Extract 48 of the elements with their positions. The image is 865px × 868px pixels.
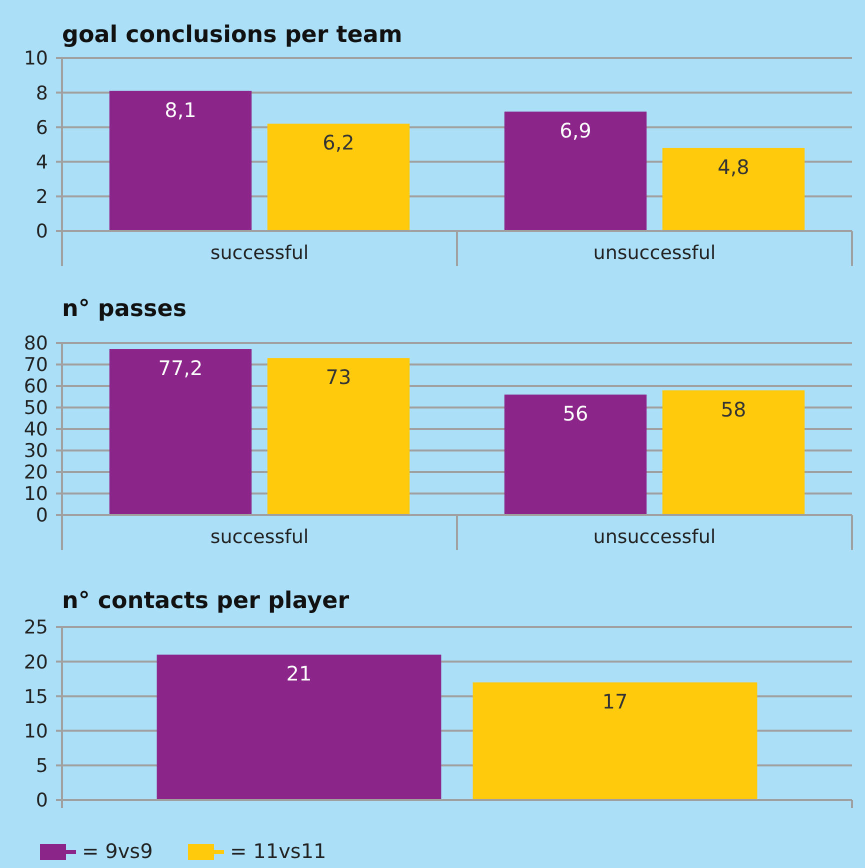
data-label: 8,1 (164, 98, 196, 122)
y-tick-label: 50 (24, 397, 48, 420)
bar (662, 148, 805, 231)
data-label: 6,9 (560, 118, 592, 143)
bar (267, 124, 410, 231)
y-tick-label: 6 (36, 116, 48, 139)
x-tick-label: successful (210, 526, 309, 548)
chart-title: goal conclusions per team (62, 22, 402, 48)
y-tick-label: 10 (24, 720, 48, 742)
y-tick-label: 10 (24, 48, 48, 70)
data-label: 73 (326, 365, 352, 390)
x-tick-label: successful (210, 242, 309, 264)
data-label: 4,8 (718, 154, 750, 179)
data-label: 21 (286, 662, 312, 686)
y-tick-label: 15 (24, 686, 48, 708)
y-tick-label: 5 (36, 755, 48, 778)
legend-label: = 9vs9 (82, 839, 153, 863)
bar (109, 90, 252, 231)
y-tick-label: 30 (24, 440, 48, 462)
y-tick-label: 80 (24, 332, 48, 355)
chart-title: n° passes (62, 296, 187, 322)
data-label: 56 (562, 402, 588, 426)
y-tick-label: 10 (24, 483, 48, 506)
bar (504, 112, 647, 231)
y-tick-label: 25 (24, 616, 48, 639)
y-tick-label: 8 (36, 82, 48, 104)
data-label: 6,2 (322, 130, 354, 155)
x-tick-label: unsuccessful (593, 242, 716, 264)
y-tick-label: 20 (24, 651, 48, 674)
data-label: 17 (602, 689, 628, 714)
bar (504, 394, 647, 515)
chart-title: n° contacts per player (62, 588, 350, 614)
y-tick-label: 40 (24, 418, 48, 441)
y-tick-label: 60 (24, 376, 48, 398)
data-label: 58 (720, 397, 746, 422)
bar (662, 390, 805, 515)
y-tick-label: 0 (36, 220, 48, 243)
bar (267, 358, 410, 515)
data-label: 77,2 (158, 356, 203, 380)
y-tick-label: 70 (24, 354, 48, 376)
y-tick-label: 2 (36, 186, 48, 208)
y-tick-label: 4 (36, 151, 48, 174)
y-tick-label: 20 (24, 462, 48, 484)
y-tick-label: 0 (36, 504, 48, 527)
y-tick-label: 0 (36, 790, 48, 812)
bar (109, 349, 252, 515)
x-tick-label: unsuccessful (593, 526, 716, 548)
legend-label: = 11vs11 (230, 839, 326, 863)
